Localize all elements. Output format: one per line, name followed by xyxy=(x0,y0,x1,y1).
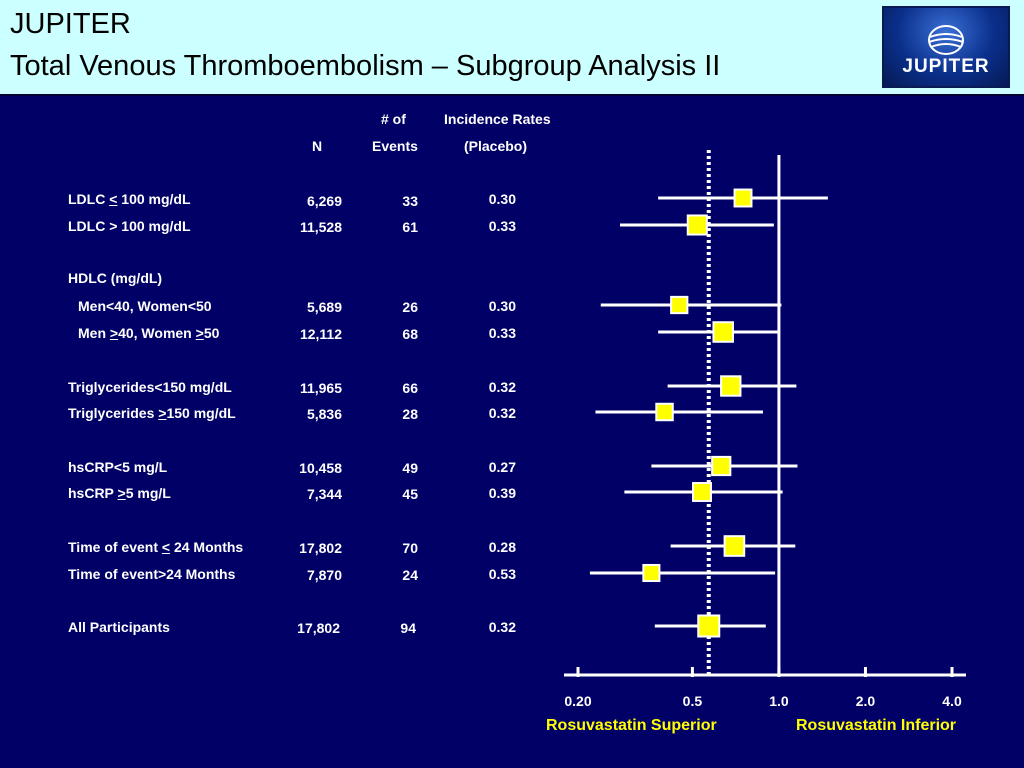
point-estimate-marker xyxy=(711,455,732,477)
axis-note-superior: Rosuvastatin Superior xyxy=(546,717,717,734)
point-estimate-marker xyxy=(697,614,721,638)
events-value: 24 xyxy=(402,567,418,583)
rate-value: 0.28 xyxy=(488,539,516,555)
events-value: 26 xyxy=(402,299,418,315)
events-value: 33 xyxy=(402,193,418,209)
x-tick-label: 2.0 xyxy=(856,693,876,709)
point-estimate-marker xyxy=(723,535,746,557)
row-label: Men >40, Women >50 xyxy=(78,325,220,341)
rate-value: 0.39 xyxy=(488,485,516,501)
x-tick-label: 0.5 xyxy=(683,693,703,709)
rate-value: 0.30 xyxy=(488,191,516,207)
row-label: Time of event>24 Months xyxy=(68,566,236,582)
n-value: 7,344 xyxy=(306,486,342,502)
n-value: 17,802 xyxy=(299,540,342,556)
n-value: 10,458 xyxy=(299,460,342,476)
point-estimate-marker xyxy=(655,402,674,422)
row-label: Triglycerides<150 mg/dL xyxy=(68,379,232,395)
events-value: 28 xyxy=(402,406,418,422)
logo-emblem-icon xyxy=(928,25,964,55)
n-value: 17,802 xyxy=(297,620,340,636)
rate-value: 0.32 xyxy=(488,405,516,421)
events-value: 66 xyxy=(402,380,418,396)
row-label: Triglycerides >150 mg/dL xyxy=(68,405,236,421)
rate-value: 0.30 xyxy=(488,298,516,314)
row-label: Time of event < 24 Months xyxy=(68,539,244,555)
logo-wordmark: JUPITER xyxy=(902,56,990,77)
rates-header-line1: Incidence Rates xyxy=(444,111,551,127)
n-value: 5,836 xyxy=(306,406,342,422)
n-value: 11,528 xyxy=(299,219,342,235)
row-label: Men<40, Women<50 xyxy=(78,298,212,314)
x-tick-label: 0.20 xyxy=(564,693,591,709)
point-estimate-marker xyxy=(720,375,742,397)
n-header: N xyxy=(312,138,323,154)
events-value: 61 xyxy=(402,219,418,235)
events-value: 45 xyxy=(402,486,418,502)
n-value: 5,689 xyxy=(306,299,342,315)
point-estimate-marker xyxy=(686,214,708,236)
point-estimate-marker xyxy=(733,188,753,208)
axis-note-inferior: Rosuvastatin Inferior xyxy=(796,717,957,734)
events-value: 49 xyxy=(402,460,418,476)
events-header-line1: # of xyxy=(381,111,406,127)
rate-value: 0.32 xyxy=(488,619,516,635)
x-tick-label: 4.0 xyxy=(942,693,962,709)
events-value: 94 xyxy=(400,620,416,636)
rate-value: 0.53 xyxy=(488,566,516,582)
rate-value: 0.27 xyxy=(488,459,516,475)
point-estimate-marker xyxy=(670,295,689,315)
row-label: LDLC > 100 mg/dL xyxy=(68,218,191,234)
rate-value: 0.33 xyxy=(488,218,516,234)
n-value: 7,870 xyxy=(306,567,342,583)
point-estimate-marker xyxy=(712,321,734,343)
slide-subtitle: Total Venous Thromboembolism – Subgroup … xyxy=(10,50,721,82)
slide-title: JUPITER xyxy=(10,8,131,40)
group-heading-hdlc: HDLC (mg/dL) xyxy=(68,270,163,286)
n-value: 6,269 xyxy=(306,193,342,209)
row-label: All Participants xyxy=(68,619,170,635)
n-value: 11,965 xyxy=(299,380,342,396)
n-value: 12,112 xyxy=(299,326,342,342)
rate-value: 0.32 xyxy=(488,379,516,395)
point-estimate-marker xyxy=(642,563,661,583)
events-value: 70 xyxy=(402,540,418,556)
rates-header-line2: (Placebo) xyxy=(464,138,528,154)
title-bar: JUPITER Total Venous Thromboembolism – S… xyxy=(0,0,1024,96)
rate-value: 0.33 xyxy=(488,325,516,341)
x-tick-label: 1.0 xyxy=(769,693,789,709)
row-label: LDLC < 100 mg/dL xyxy=(68,191,191,207)
events-header-line2: Events xyxy=(372,138,418,154)
row-label: hsCRP<5 mg/L xyxy=(68,459,168,475)
point-estimate-marker xyxy=(692,482,712,502)
jupiter-logo: JUPITER xyxy=(882,6,1010,88)
row-label: hsCRP >5 mg/L xyxy=(68,485,171,501)
events-value: 68 xyxy=(402,326,418,342)
